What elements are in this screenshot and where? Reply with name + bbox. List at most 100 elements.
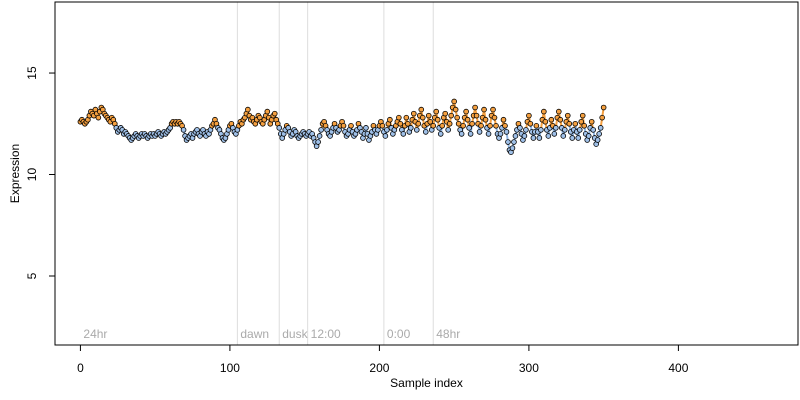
data-point [545,133,552,139]
data-point [527,120,534,127]
data-point [415,120,422,127]
y-axis: 5 10 15 [25,66,56,279]
data-point [476,129,483,135]
data-point [536,135,543,141]
data-point [419,114,426,121]
data-point [512,133,519,139]
data-point [521,133,528,139]
data-point [594,137,601,143]
data-point [497,131,504,137]
data-point [491,114,498,121]
data-point [180,127,187,133]
data-point [560,133,567,139]
segment-label: 24hr [83,327,107,341]
data-point [482,116,489,123]
data-point [502,123,508,129]
segment-labels: 24hr dawn dusk 12:00 0:00 48hr [83,327,460,341]
data-point [557,116,564,123]
data-point [533,123,540,129]
data-point [454,114,460,121]
data-point [597,125,604,131]
data-point [264,108,271,115]
data-point [408,125,414,131]
x-tick-label: 0 [77,361,84,375]
data-point [245,106,251,113]
data-point [596,131,602,137]
data-point [396,114,402,121]
data-point [315,139,321,145]
data-point [490,106,496,113]
plot-frame [54,1,799,346]
segment-label: 0:00 [387,327,411,341]
data-point [425,112,432,119]
data-point [95,114,102,121]
data-point [379,123,386,129]
data-point [460,123,466,129]
data-point [511,139,517,145]
data-point [523,127,529,133]
data-point [397,120,404,127]
data-point [530,135,537,141]
data-point [276,125,283,131]
data-point [478,123,484,129]
data-point [505,139,511,145]
data-point [463,108,469,115]
segment-label: dawn [240,327,269,341]
data-point [588,118,595,125]
data-point [455,120,462,127]
data-point [487,123,493,129]
segment-dividers [236,2,434,345]
data-point [467,131,474,137]
data-point [575,135,582,141]
x-tick-label: 300 [519,361,539,375]
data-point [578,118,585,125]
data-point [579,112,586,119]
data-point [427,118,434,125]
data-point [464,116,471,123]
y-tick-label: 10 [25,168,39,182]
data-point [472,104,478,111]
data-point [445,127,451,133]
x-tick-label: 400 [668,361,688,375]
data-point [572,120,579,127]
segment-label: 12:00 [311,327,341,341]
data-point [430,123,437,129]
data-point [493,123,499,129]
data-point [564,112,571,119]
y-axis-label: Expression [8,144,22,203]
data-point [410,110,417,117]
data-point [581,123,588,129]
data-point [451,98,457,105]
x-tick-label: 100 [220,361,240,375]
data-point [452,106,459,113]
data-point [517,125,523,131]
data-point [433,108,440,115]
data-point [400,131,407,137]
data-point [363,125,369,131]
data-point [500,116,507,123]
data-point [316,133,323,139]
data-point [509,145,516,151]
data-point [439,123,445,129]
data-point [437,131,444,137]
data-point [387,116,393,123]
data-point [403,114,410,121]
data-point [466,125,472,131]
data-point [561,127,568,133]
data-point [418,106,425,113]
data-point [434,116,441,123]
data-point [503,129,510,135]
data-point [576,127,583,133]
data-point [446,120,453,127]
data-point [566,120,573,127]
y-tick-label: 15 [25,66,39,80]
data-point [340,123,347,129]
data-point [318,127,324,133]
data-point [485,131,492,137]
data-point [599,114,605,121]
x-axis-label: Sample index [390,376,463,390]
segment-label: 48hr [436,327,460,341]
data-point [271,110,278,117]
data-point [590,127,596,133]
